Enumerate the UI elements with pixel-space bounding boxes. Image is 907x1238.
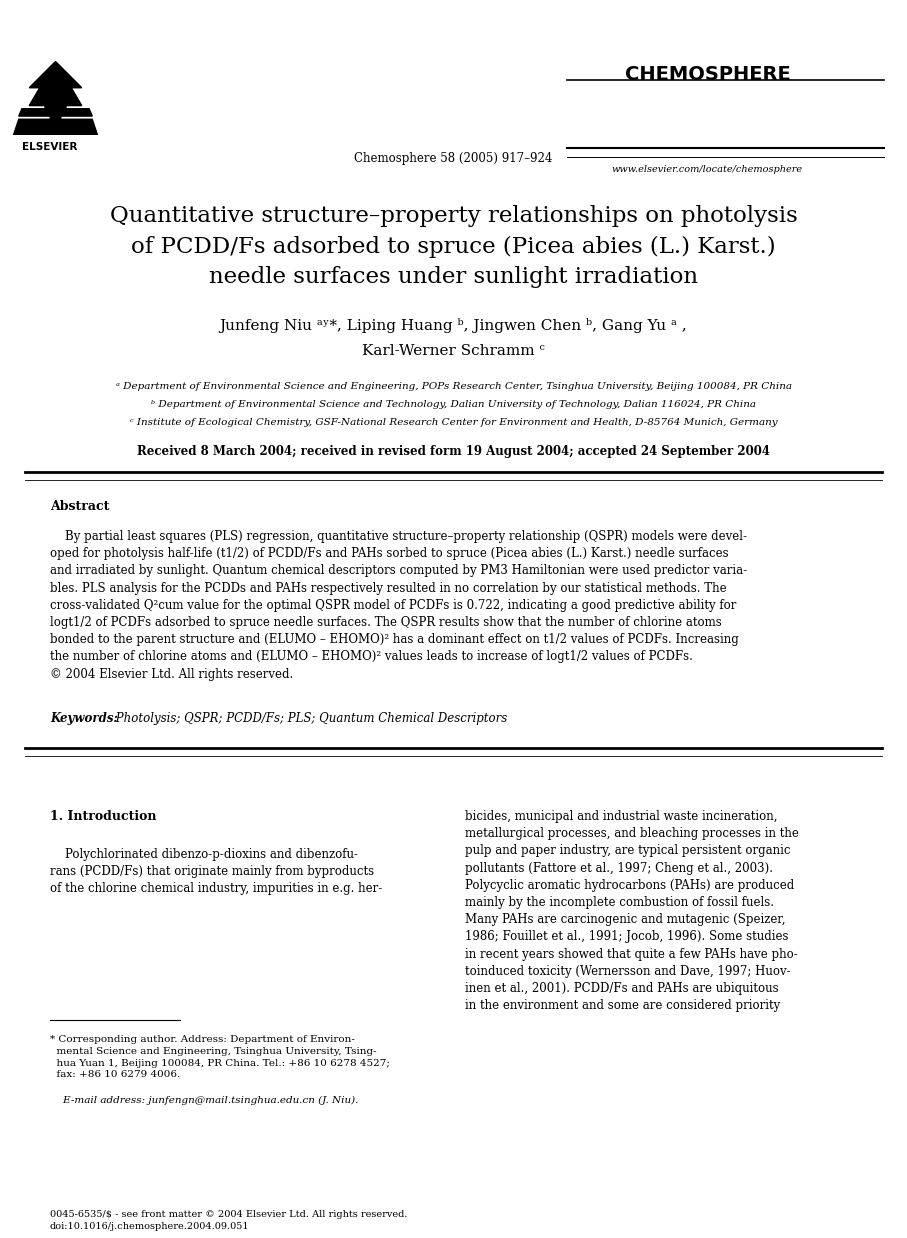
Text: Chemosphere 58 (2005) 917–924: Chemosphere 58 (2005) 917–924 [355,152,552,165]
Text: 1. Introduction: 1. Introduction [50,810,157,823]
Text: * Corresponding author. Address: Department of Environ-
  mental Science and Eng: * Corresponding author. Address: Departm… [50,1035,390,1080]
Text: bicides, municipal and industrial waste incineration,
metallurgical processes, a: bicides, municipal and industrial waste … [465,810,799,1013]
Text: ᵃ Department of Environmental Science and Engineering, POPs Research Center, Tsi: ᵃ Department of Environmental Science an… [115,383,792,391]
Text: Keywords:: Keywords: [50,712,118,725]
Text: CHEMOSPHERE: CHEMOSPHERE [625,66,790,84]
Text: ᶜ Institute of Ecological Chemistry, GSF-National Research Center for Environmen: ᶜ Institute of Ecological Chemistry, GSF… [130,418,777,427]
Text: Received 8 March 2004; received in revised form 19 August 2004; accepted 24 Sept: Received 8 March 2004; received in revis… [137,444,770,458]
Text: 0045-6535/$ - see front matter © 2004 Elsevier Ltd. All rights reserved.
doi:10.: 0045-6535/$ - see front matter © 2004 El… [50,1210,407,1231]
Text: Junfeng Niu ᵃʸ*, Liping Huang ᵇ, Jingwen Chen ᵇ, Gang Yu ᵃ ,: Junfeng Niu ᵃʸ*, Liping Huang ᵇ, Jingwen… [219,318,688,333]
Text: Polychlorinated dibenzo-p-dioxins and dibenzofu-
rans (PCDD/Fs) that originate m: Polychlorinated dibenzo-p-dioxins and di… [50,848,382,895]
Text: www.elsevier.com/locate/chemosphere: www.elsevier.com/locate/chemosphere [612,165,803,175]
Text: ELSEVIER: ELSEVIER [23,142,78,152]
Text: By partial least squares (PLS) regression, quantitative structure–property relat: By partial least squares (PLS) regressio… [50,530,747,681]
Text: Karl-Werner Schramm ᶜ: Karl-Werner Schramm ᶜ [362,344,545,358]
Text: Abstract: Abstract [50,500,110,513]
Polygon shape [14,62,97,135]
Text: Quantitative structure–property relationships on photolysis
of PCDD/Fs adsorbed : Quantitative structure–property relation… [110,206,797,288]
Text: E-mail address: junfengn@mail.tsinghua.edu.cn (J. Niu).: E-mail address: junfengn@mail.tsinghua.e… [50,1096,358,1106]
Text: ᵇ Department of Environmental Science and Technology, Dalian University of Techn: ᵇ Department of Environmental Science an… [151,400,756,409]
Text: Photolysis; QSPR; PCDD/Fs; PLS; Quantum Chemical Descriptors: Photolysis; QSPR; PCDD/Fs; PLS; Quantum … [112,712,507,725]
